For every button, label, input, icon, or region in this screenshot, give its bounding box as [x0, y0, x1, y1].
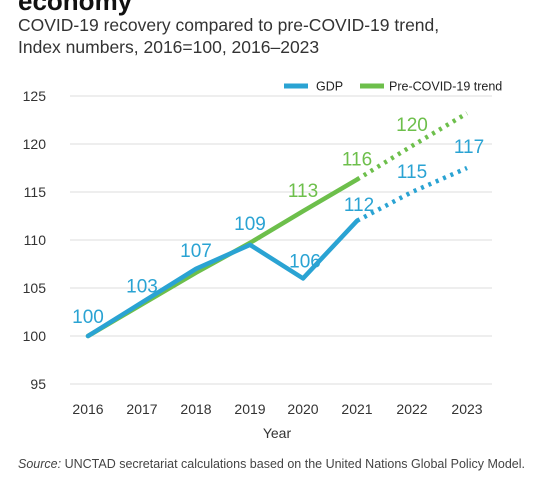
- subtitle-line-2: Index numbers, 2016=100, 2016–2023: [18, 37, 320, 57]
- x-tick-label: 2016: [72, 401, 103, 417]
- data-label: 115: [397, 162, 427, 183]
- source-note: Source: UNCTAD secretariat calculations …: [18, 456, 533, 472]
- y-axis-ticks: 95 100 105 110 115 120 125: [23, 88, 47, 392]
- chart-subtitle: COVID-19 recovery compared to pre-COVID-…: [18, 14, 439, 58]
- x-tick-label: 2019: [234, 401, 265, 417]
- y-tick-label: 95: [30, 376, 46, 392]
- x-axis-ticks: 2016 2017 2018 2019 2020 2021 2022 2023: [72, 401, 482, 417]
- legend-label: GDP: [316, 80, 343, 94]
- data-label: 116: [342, 150, 372, 171]
- x-tick-label: 2023: [451, 401, 482, 417]
- source-text: UNCTAD secretariat calculations based on…: [61, 457, 525, 471]
- series-projection-pre-covid-19-trend: [355, 111, 469, 182]
- data-label: 120: [396, 115, 428, 136]
- x-axis-title: Year: [263, 425, 292, 441]
- subtitle-line-1: COVID-19 recovery compared to pre-COVID-…: [18, 15, 440, 35]
- y-tick-label: 120: [23, 136, 47, 152]
- data-label: 113: [288, 181, 318, 202]
- data-label: 100: [72, 307, 104, 328]
- x-tick-label: 2017: [126, 401, 157, 417]
- data-label: 112: [344, 195, 374, 216]
- x-tick-label: 2022: [396, 401, 427, 417]
- y-tick-label: 100: [23, 328, 47, 344]
- source-label: Source:: [18, 457, 62, 471]
- data-label: 107: [180, 241, 212, 262]
- y-tick-label: 115: [24, 184, 47, 200]
- x-tick-label: 2020: [287, 401, 318, 417]
- data-label: 109: [234, 214, 266, 235]
- data-label: 106: [289, 251, 321, 272]
- legend: GDP Pre-COVID-19 trend: [284, 80, 502, 94]
- x-tick-label: 2021: [341, 401, 372, 417]
- gridlines: [70, 95, 492, 385]
- data-label: 117: [454, 137, 484, 158]
- legend-label: Pre-COVID-19 trend: [389, 80, 502, 94]
- data-label: 103: [126, 276, 158, 297]
- y-tick-label: 105: [23, 280, 47, 296]
- y-tick-label: 125: [23, 88, 47, 104]
- series-line-gdp: [85, 218, 360, 339]
- data-labels: 100 103 107 109 106 112 115 117 113 116 120: [72, 115, 484, 328]
- y-tick-label: 110: [24, 232, 47, 248]
- series-lines: [85, 111, 469, 339]
- page-heading: economy: [18, 0, 133, 16]
- x-tick-label: 2018: [180, 401, 211, 417]
